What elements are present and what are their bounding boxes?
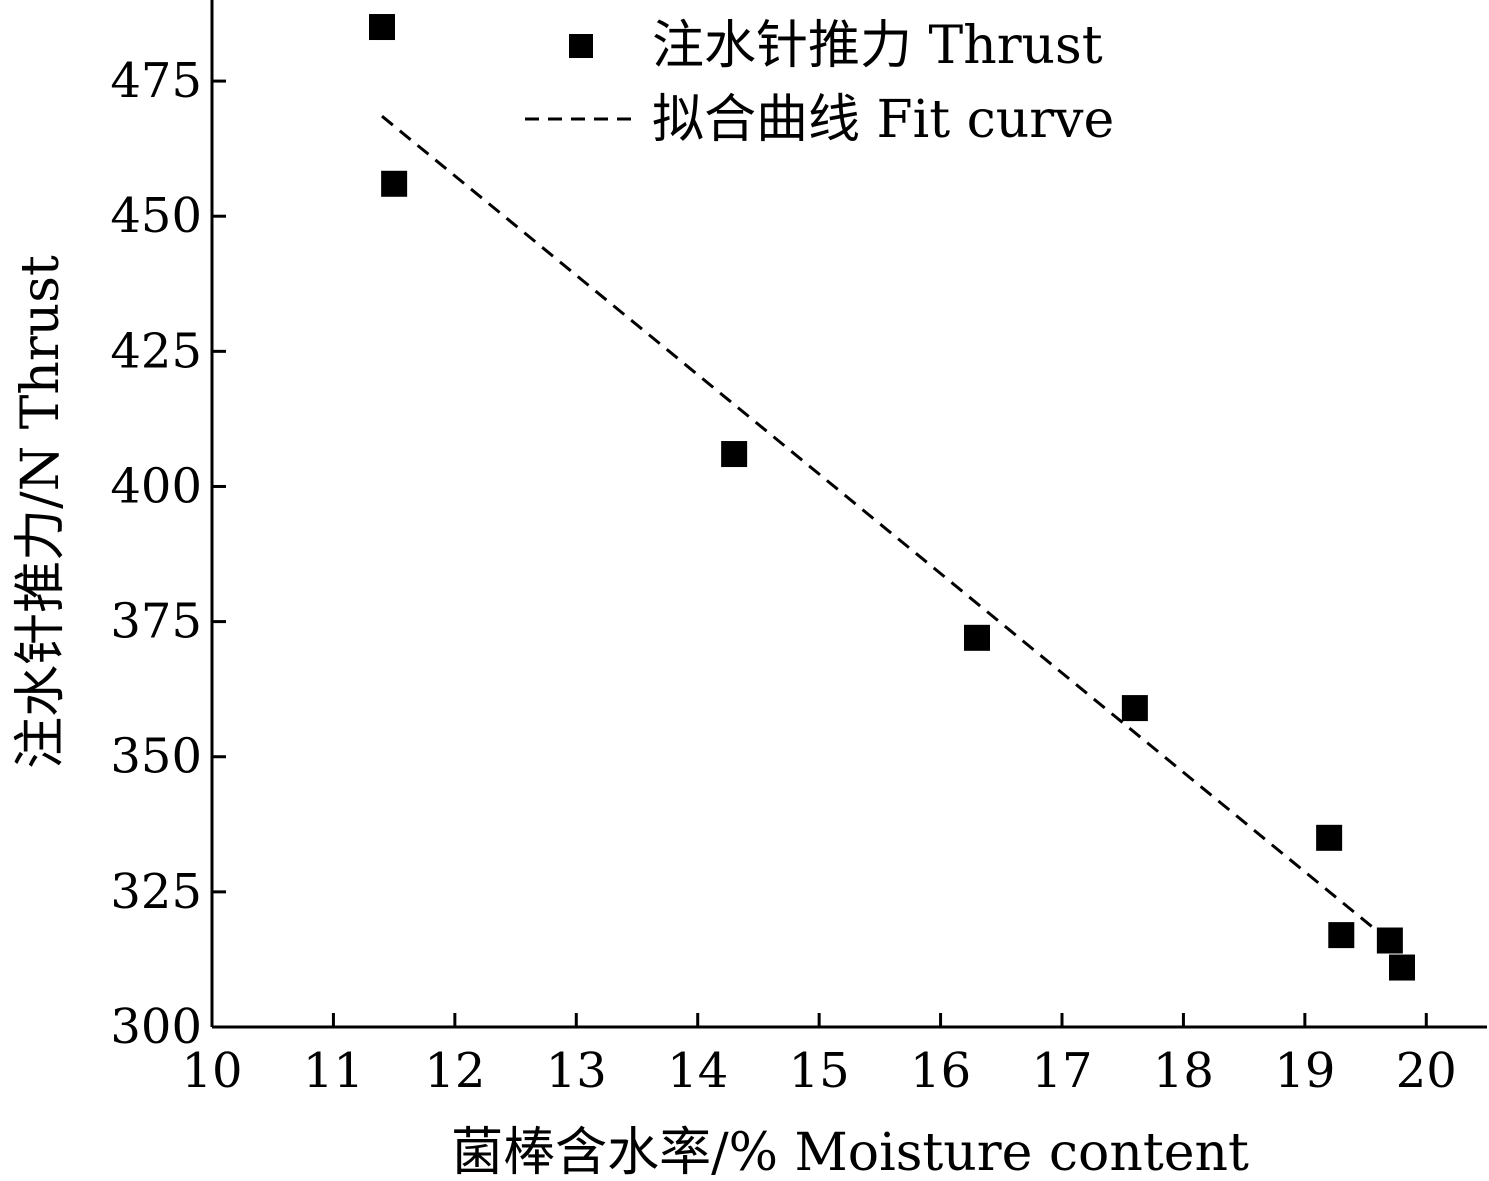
x-tick-label: 14 [667,1043,728,1099]
x-tick-label: 11 [303,1043,364,1099]
x-tick-label: 13 [546,1043,607,1099]
x-axis-title: 菌棒含水率/% Moisture content [451,1123,1249,1181]
y-axis-title: 注水针推力/N Thrust [11,255,71,769]
data-point [1328,922,1355,949]
y-tick-label: 425 [110,323,202,379]
data-point [964,624,990,651]
x-tick-label: 19 [1274,1043,1335,1099]
legend-label-fit: 拟合曲线 Fit curve [652,90,1114,150]
x-tick-label: 15 [789,1043,850,1099]
x-tick-label: 10 [181,1043,242,1099]
data-point [1389,954,1415,981]
x-tick-label: 18 [1153,1043,1214,1099]
y-tick-label: 350 [110,729,202,785]
x-tick-label: 17 [1031,1043,1092,1099]
x-tick-label: 12 [424,1043,485,1099]
y-tick-label: 400 [110,458,202,514]
fit-curve-line [381,115,1403,953]
thrust-series [369,14,1415,981]
axes [210,0,1487,1029]
x-tick-label: 20 [1396,1043,1457,1099]
x-axis-ticks: 10 11 12 13 14 15 16 17 18 19 20 [181,1013,1457,1099]
y-tick-label: 475 [110,53,202,109]
x-tick-label: 16 [910,1043,971,1099]
y-tick-label: 450 [110,188,202,244]
data-point [381,170,408,197]
data-point [1316,824,1343,851]
y-tick-label: 300 [110,999,202,1055]
y-tick-label: 375 [110,594,202,650]
legend: 注水针推力 Thrust 拟合曲线 Fit curve [525,16,1114,150]
legend-label-thrust: 注水针推力 Thrust [652,16,1103,76]
y-axis-ticks: 300 325 350 375 400 425 450 475 [110,53,226,1055]
y-tick-label: 325 [110,864,202,920]
legend-marker-thrust [569,34,593,58]
data-point [1376,927,1403,954]
data-point [721,441,748,468]
data-point [369,14,395,41]
data-point [1121,695,1148,722]
fit-curve-series [381,115,1403,953]
